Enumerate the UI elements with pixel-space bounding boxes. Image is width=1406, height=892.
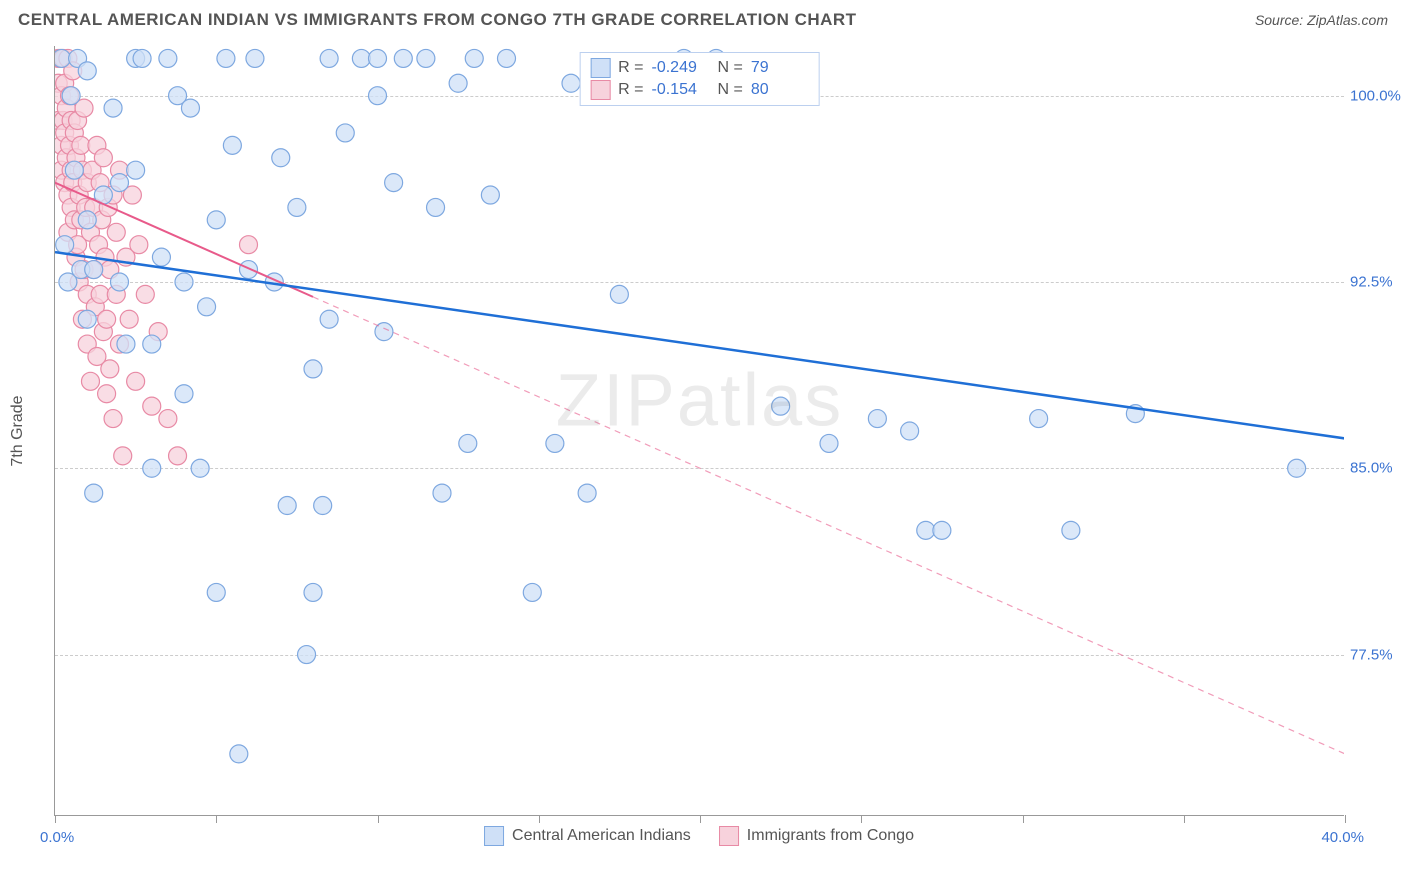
legend-row-series1: R = -0.249 N = 79 xyxy=(590,57,809,79)
legend-item-series2: Immigrants from Congo xyxy=(719,826,914,846)
legend-item-series1: Central American Indians xyxy=(484,826,691,846)
x-tick xyxy=(1345,815,1346,823)
source-name: ZipAtlas.com xyxy=(1307,12,1388,28)
plot-svg xyxy=(55,46,1344,815)
x-tick xyxy=(1184,815,1185,823)
x-tick xyxy=(55,815,56,823)
source-prefix: Source: xyxy=(1255,12,1307,28)
r-value-series1: -0.249 xyxy=(652,59,710,77)
n-value-series2: 80 xyxy=(751,81,809,99)
x-axis-min-label: 0.0% xyxy=(40,829,74,846)
x-tick xyxy=(539,815,540,823)
y-tick-label: 77.5% xyxy=(1350,646,1406,663)
x-tick xyxy=(1023,815,1024,823)
r-value-series2: -0.154 xyxy=(652,81,710,99)
chart-header: CENTRAL AMERICAN INDIAN VS IMMIGRANTS FR… xyxy=(0,0,1406,36)
x-tick xyxy=(378,815,379,823)
y-tick-label: 92.5% xyxy=(1350,273,1406,290)
x-tick xyxy=(216,815,217,823)
r-label: R = xyxy=(618,81,643,99)
plot-region: ZIPatlas R = -0.249 N = 79 R = -0.154 N … xyxy=(54,46,1344,816)
legend-label-series2: Immigrants from Congo xyxy=(747,827,914,845)
legend-swatch-series2 xyxy=(590,80,610,100)
n-label: N = xyxy=(718,81,743,99)
legend-bottom: Central American Indians Immigrants from… xyxy=(484,826,914,846)
legend-label-series1: Central American Indians xyxy=(512,827,691,845)
y-axis-title: 7th Grade xyxy=(9,395,27,466)
chart-area: 7th Grade ZIPatlas R = -0.249 N = 79 R =… xyxy=(54,46,1344,816)
n-value-series1: 79 xyxy=(751,59,809,77)
r-label: R = xyxy=(618,59,643,77)
legend-swatch-bottom-series2 xyxy=(719,826,739,846)
legend-swatch-bottom-series1 xyxy=(484,826,504,846)
x-axis-max-label: 40.0% xyxy=(1321,829,1364,846)
n-label: N = xyxy=(718,59,743,77)
legend-swatch-series1 xyxy=(590,58,610,78)
x-tick xyxy=(861,815,862,823)
y-tick-label: 85.0% xyxy=(1350,460,1406,477)
legend-row-series2: R = -0.154 N = 80 xyxy=(590,79,809,101)
chart-title: CENTRAL AMERICAN INDIAN VS IMMIGRANTS FR… xyxy=(18,10,857,30)
y-tick-label: 100.0% xyxy=(1350,87,1406,104)
legend-correlation-box: R = -0.249 N = 79 R = -0.154 N = 80 xyxy=(579,52,820,106)
chart-source: Source: ZipAtlas.com xyxy=(1255,12,1388,28)
x-tick xyxy=(700,815,701,823)
